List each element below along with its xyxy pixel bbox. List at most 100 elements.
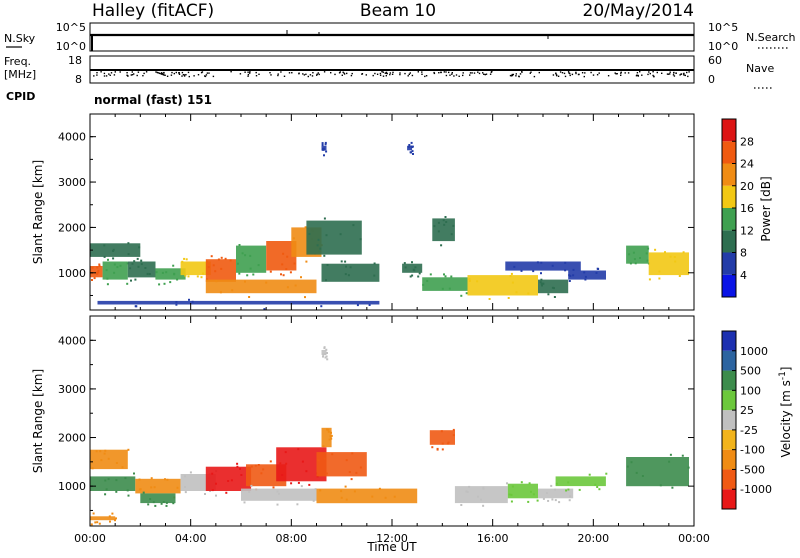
nave-point bbox=[93, 75, 95, 77]
scatter-speckle bbox=[368, 304, 371, 306]
nave-point bbox=[421, 73, 423, 75]
scatter-speckle bbox=[150, 477, 153, 480]
scatter-speckle bbox=[297, 481, 300, 484]
nave-point bbox=[386, 72, 388, 75]
scatter-speckle bbox=[304, 226, 307, 229]
scatter-speckle bbox=[331, 453, 334, 456]
nave-point bbox=[575, 72, 577, 75]
nave-point bbox=[417, 71, 419, 73]
nave-point bbox=[155, 71, 157, 73]
scatter-speckle bbox=[440, 244, 443, 247]
scatter-speckle bbox=[215, 482, 217, 485]
scatter-speckle bbox=[510, 500, 513, 503]
scatter-speckle bbox=[466, 490, 469, 493]
scatter-speckle bbox=[162, 501, 165, 503]
nave-point bbox=[563, 72, 566, 75]
nave-point bbox=[408, 73, 410, 75]
scatter-speckle bbox=[217, 258, 220, 261]
x-tick-label: 04:00 bbox=[175, 532, 207, 545]
nave-point bbox=[374, 72, 376, 75]
power-scatter-patch bbox=[205, 279, 317, 294]
scatter-speckle bbox=[658, 277, 661, 280]
scatter-speckle bbox=[154, 504, 157, 507]
scatter-speckle bbox=[325, 355, 328, 358]
nave-point bbox=[607, 75, 610, 77]
scatter-speckle bbox=[446, 442, 449, 445]
nave-point bbox=[661, 72, 663, 74]
scatter-speckle bbox=[220, 267, 223, 270]
scatter-speckle bbox=[482, 486, 485, 489]
scatter-speckle bbox=[468, 279, 471, 282]
scatter-speckle bbox=[91, 266, 94, 269]
nave-point bbox=[343, 73, 346, 75]
y-tick-label: 2000 bbox=[58, 221, 86, 234]
nsky-tick-bottom: 10^0 bbox=[56, 40, 86, 53]
nave-point bbox=[624, 72, 626, 74]
nave-point bbox=[385, 71, 388, 74]
scatter-speckle bbox=[687, 466, 690, 469]
scatter-speckle bbox=[476, 495, 479, 498]
nave-point bbox=[382, 71, 384, 73]
scatter-speckle bbox=[99, 450, 102, 453]
nave-point bbox=[411, 74, 414, 77]
nave-point bbox=[656, 71, 658, 74]
velocity-scatter-patch bbox=[205, 466, 252, 491]
scatter-speckle bbox=[349, 266, 352, 269]
nave-point bbox=[552, 74, 555, 76]
power-scatter-patch bbox=[467, 275, 538, 296]
scatter-speckle bbox=[510, 493, 513, 496]
nave-point bbox=[159, 72, 161, 75]
nave-point bbox=[145, 71, 148, 73]
scatter-speckle bbox=[116, 266, 119, 269]
y-tick-label: 3000 bbox=[58, 176, 86, 189]
scatter-speckle bbox=[175, 303, 178, 306]
scatter-speckle bbox=[669, 255, 672, 258]
scatter-speckle bbox=[554, 488, 557, 491]
nave-point bbox=[185, 74, 187, 76]
power-scatter-patch bbox=[97, 300, 380, 305]
nave-point bbox=[424, 75, 426, 78]
scatter-speckle bbox=[280, 273, 282, 276]
nave-point bbox=[330, 72, 332, 74]
velocity-colorbar-frame bbox=[721, 330, 737, 510]
nave-point bbox=[615, 73, 617, 75]
scatter-speckle bbox=[444, 275, 447, 278]
scatter-speckle bbox=[262, 468, 265, 471]
power-colorbar-tick-label: 8 bbox=[740, 247, 747, 260]
nave-point bbox=[182, 74, 185, 76]
nave-point bbox=[639, 71, 641, 73]
scatter-speckle bbox=[323, 457, 326, 460]
nave-point bbox=[407, 75, 409, 77]
nave-point bbox=[270, 74, 272, 76]
scatter-speckle bbox=[352, 224, 355, 227]
nave-point bbox=[323, 71, 326, 73]
nave-point bbox=[379, 74, 382, 76]
station-title: Halley (fitACF) bbox=[92, 1, 214, 21]
nave-point bbox=[478, 72, 481, 75]
nave-point bbox=[183, 75, 186, 77]
scatter-speckle bbox=[257, 464, 260, 466]
nave-point bbox=[669, 71, 671, 73]
x-tick-label: 08:00 bbox=[275, 532, 307, 545]
scatter-speckle bbox=[107, 457, 110, 460]
power-scatter-patch bbox=[422, 277, 468, 291]
nave-point bbox=[247, 75, 249, 77]
nave-point bbox=[277, 74, 279, 77]
nsky-panel: N.Sky 10^5 10^0 10^5 10^0 N.Search bbox=[4, 21, 796, 53]
power-scatter-patch bbox=[505, 261, 581, 271]
nave-point bbox=[239, 73, 242, 75]
scatter-speckle bbox=[411, 261, 413, 264]
scatter-speckle bbox=[296, 503, 299, 506]
scatter-speckle bbox=[659, 484, 662, 487]
scatter-speckle bbox=[418, 272, 421, 275]
nave-point bbox=[433, 72, 436, 75]
nave-point bbox=[510, 75, 513, 77]
power-colorbar-tick-label: 28 bbox=[740, 135, 754, 148]
scatter-speckle bbox=[238, 272, 241, 275]
scatter-speckle bbox=[106, 283, 109, 286]
velocity-scatter-patch bbox=[626, 457, 689, 487]
scatter-speckle bbox=[323, 254, 326, 257]
velocity-colorbar-tick-label: -100 bbox=[740, 444, 765, 457]
scatter-speckle bbox=[129, 267, 132, 270]
